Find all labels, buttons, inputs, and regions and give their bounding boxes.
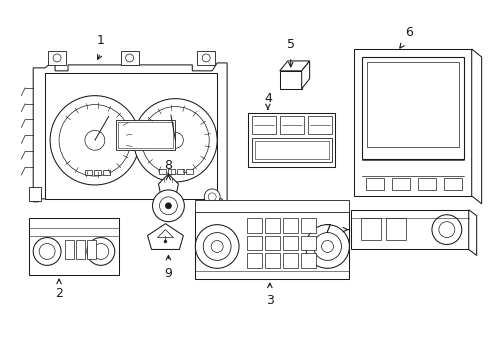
Circle shape — [93, 243, 108, 260]
Polygon shape — [158, 174, 178, 194]
Circle shape — [165, 203, 171, 209]
Circle shape — [59, 105, 130, 176]
Bar — [246, 218, 262, 233]
Circle shape — [204, 189, 220, 205]
Bar — [279, 71, 301, 89]
Text: 1: 1 — [97, 34, 104, 47]
Circle shape — [50, 96, 139, 185]
Bar — [116, 121, 175, 150]
Circle shape — [85, 130, 104, 150]
Bar — [197, 51, 215, 65]
Text: 3: 3 — [265, 294, 273, 307]
Bar — [282, 253, 297, 268]
Circle shape — [438, 222, 454, 238]
Bar — [246, 253, 262, 268]
Bar — [247, 113, 335, 167]
Bar — [102, 170, 109, 175]
Bar — [76, 239, 85, 260]
Bar — [159, 169, 166, 174]
Bar — [351, 210, 468, 249]
Bar — [195, 200, 349, 212]
Bar — [417, 178, 435, 190]
Bar — [264, 253, 279, 268]
Bar — [121, 51, 138, 65]
Polygon shape — [279, 61, 309, 71]
Circle shape — [125, 54, 133, 62]
Bar — [264, 218, 279, 233]
Bar — [300, 218, 315, 233]
Polygon shape — [147, 224, 183, 249]
Circle shape — [305, 225, 349, 268]
Circle shape — [163, 240, 166, 243]
Bar — [361, 218, 381, 239]
Circle shape — [338, 225, 347, 235]
Bar — [282, 235, 297, 251]
Bar — [386, 218, 405, 239]
Text: 5: 5 — [286, 38, 294, 51]
Circle shape — [142, 107, 209, 174]
Bar — [29, 187, 41, 201]
Circle shape — [203, 233, 231, 260]
Bar — [168, 169, 175, 174]
Bar — [246, 235, 262, 251]
Text: 8: 8 — [164, 159, 172, 172]
Bar — [443, 178, 461, 190]
Bar — [362, 57, 463, 159]
Circle shape — [202, 54, 210, 62]
Polygon shape — [301, 61, 309, 89]
Circle shape — [87, 238, 115, 265]
Circle shape — [208, 193, 216, 201]
Bar — [251, 117, 275, 134]
Bar — [366, 62, 458, 147]
Bar — [87, 239, 96, 260]
Bar — [177, 169, 184, 174]
Circle shape — [167, 132, 183, 148]
Circle shape — [195, 225, 239, 268]
Bar — [366, 178, 384, 190]
Circle shape — [33, 238, 61, 265]
Text: 2: 2 — [55, 287, 63, 300]
Bar — [264, 235, 279, 251]
Bar — [300, 253, 315, 268]
Circle shape — [321, 240, 333, 252]
Bar — [254, 141, 328, 159]
Bar — [282, 218, 297, 233]
Circle shape — [152, 190, 184, 222]
Bar — [94, 170, 101, 175]
Bar — [85, 170, 92, 175]
Bar — [186, 169, 193, 174]
Bar — [195, 210, 349, 279]
Polygon shape — [468, 210, 476, 255]
Bar — [48, 51, 66, 65]
Circle shape — [313, 233, 341, 260]
Circle shape — [39, 243, 55, 260]
Text: 7: 7 — [323, 223, 331, 236]
Bar — [65, 239, 74, 260]
Text: 9: 9 — [164, 267, 172, 280]
Bar — [45, 73, 217, 199]
Polygon shape — [471, 49, 481, 204]
Bar — [29, 218, 119, 275]
Text: 4: 4 — [264, 91, 271, 105]
Circle shape — [53, 54, 61, 62]
Bar — [118, 122, 173, 148]
Circle shape — [159, 197, 177, 215]
Bar — [354, 49, 471, 196]
Bar — [300, 235, 315, 251]
Polygon shape — [157, 230, 173, 238]
Bar — [279, 117, 303, 134]
Bar — [251, 138, 331, 162]
Circle shape — [211, 240, 223, 252]
Polygon shape — [33, 63, 226, 207]
Circle shape — [431, 215, 461, 244]
Bar — [391, 178, 409, 190]
Bar — [307, 117, 331, 134]
Circle shape — [133, 99, 217, 182]
Text: 6: 6 — [404, 26, 412, 39]
